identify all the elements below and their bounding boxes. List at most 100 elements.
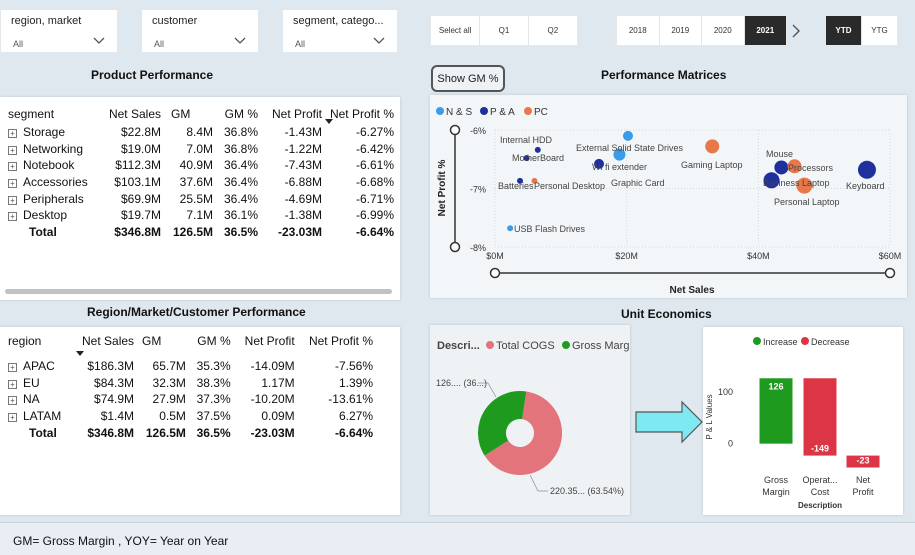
table-row[interactable]: + APAC $186.3M 65.7M 35.3% -14.09M -7.56% <box>8 358 373 375</box>
table-cell: 8.4M <box>186 125 213 140</box>
expand-plus-icon[interactable]: + <box>8 179 17 189</box>
year-2020-button[interactable]: 2020 <box>702 16 745 45</box>
scatter-point[interactable] <box>594 158 605 169</box>
column-header-gm[interactable]: GM <box>142 334 162 348</box>
x-range-slider-handle[interactable] <box>489 267 501 279</box>
region-performance-title: Region/Market/Customer Performance <box>87 305 306 319</box>
table-row[interactable]: + Notebook $112.3M 40.9M 36.4% -7.43M -6.61% <box>8 157 394 174</box>
scatter-point[interactable] <box>705 139 720 154</box>
x-axis-label: Net Sales <box>669 285 714 296</box>
column-header-gm-pct[interactable]: GM % <box>197 334 231 348</box>
scatter-point[interactable] <box>857 160 876 179</box>
scatter-point[interactable] <box>507 225 514 232</box>
point-label: Personal Desktop <box>534 181 605 191</box>
scatter-point[interactable] <box>531 177 538 184</box>
scatter-point[interactable] <box>534 146 541 153</box>
row-label: Storage <box>23 125 66 140</box>
column-header-gm[interactable]: GM <box>171 107 191 121</box>
q2-button[interactable]: Q2 <box>547 26 559 35</box>
legend-item[interactable]: Gross Margin <box>562 340 638 352</box>
scatter-point[interactable] <box>613 148 626 161</box>
expand-plus-icon[interactable]: + <box>8 379 17 389</box>
donut-chart: Descri... Total COGS Gross Margin 126.... (… <box>436 340 638 496</box>
legend-label: Total COGS <box>496 340 555 352</box>
column-header-net-profit-pct[interactable]: Net Profit % <box>308 334 373 348</box>
ytg-button[interactable]: YTG <box>871 26 888 35</box>
customer-slicer[interactable]: customer All <box>141 9 259 53</box>
table-row[interactable]: + EU $84.3M 32.3M 38.3% 1.17M 1.39% <box>8 375 373 392</box>
table-row[interactable]: + NA $74.9M 27.9M 37.3% -10.20M -13.61% <box>8 391 373 408</box>
chevron-down-icon[interactable] <box>93 36 105 46</box>
scatter-point[interactable] <box>796 177 813 194</box>
chevron-down-icon[interactable] <box>373 36 385 46</box>
column-header-net-profit-pct[interactable]: Net Profit % <box>329 107 394 121</box>
row-label-cell: + EU <box>8 375 76 392</box>
table-cell: 36.4% <box>223 191 258 206</box>
donut-slice[interactable] <box>478 391 527 456</box>
column-header-net-profit[interactable]: Net Profit <box>271 107 322 121</box>
column-header-segment[interactable]: segment <box>8 107 55 121</box>
row-label: EU <box>23 375 40 390</box>
column-header-net-sales[interactable]: Net Sales <box>108 107 161 121</box>
scatter-point[interactable] <box>523 155 530 162</box>
table-row[interactable]: + Desktop $19.7M 7.1M 36.1% -1.38M -6.99% <box>8 207 394 224</box>
legend-item[interactable]: Total COGS <box>486 340 555 352</box>
table-cell: 36.1% <box>223 208 258 223</box>
column-header-gm-pct[interactable]: GM % <box>224 107 258 121</box>
show-gm-button[interactable]: Show GM % <box>431 65 505 92</box>
legend-item[interactable]: Increase <box>753 337 798 347</box>
legend-item[interactable]: PC <box>524 107 548 118</box>
year-2021-button[interactable]: 2021 <box>744 16 786 45</box>
expand-plus-icon[interactable]: + <box>8 145 17 155</box>
ytd-button[interactable]: YTD <box>826 16 862 45</box>
waterfall-bar[interactable] <box>759 378 793 444</box>
expand-plus-icon[interactable]: + <box>8 363 17 373</box>
donut-slice[interactable] <box>484 391 562 475</box>
table-row[interactable]: + Peripherals $69.9M 25.5M 36.4% -4.69M -6.71% <box>8 190 394 207</box>
scatter-point[interactable] <box>622 130 633 141</box>
table-cell: -6.71% <box>355 191 394 206</box>
region-market-slicer[interactable]: region, market All <box>0 9 118 53</box>
scatter-point[interactable] <box>774 160 789 175</box>
table-cell: 37.5% <box>196 409 231 424</box>
y-range-slider-handle[interactable] <box>449 124 461 136</box>
sort-desc-icon[interactable] <box>325 119 333 124</box>
legend-item[interactable]: P & A <box>480 107 515 118</box>
year-2018-button[interactable]: 2018 <box>617 16 660 45</box>
legend-label: PC <box>534 107 548 118</box>
total-cell: -6.64% <box>355 224 394 239</box>
expand-plus-icon[interactable]: + <box>8 162 17 172</box>
scatter-point[interactable] <box>517 177 524 184</box>
expand-plus-icon[interactable]: + <box>8 413 17 423</box>
waterfall-bar[interactable] <box>846 455 880 468</box>
legend-marker <box>801 337 809 345</box>
expand-plus-icon[interactable]: + <box>8 195 17 205</box>
segment-category-slicer[interactable]: segment, catego... All <box>282 9 398 53</box>
expand-plus-icon[interactable]: + <box>8 212 17 222</box>
expand-plus-icon[interactable]: + <box>8 396 17 406</box>
chevron-down-icon[interactable] <box>234 36 246 46</box>
table-cell: -14.09M <box>250 359 295 374</box>
column-header-net-profit[interactable]: Net Profit <box>244 334 295 348</box>
legend-item[interactable]: Decrease <box>801 337 850 347</box>
table-row[interactable]: + Accessories $103.1M 37.6M 36.4% -6.88M -6.68… <box>8 174 394 191</box>
column-header-net-sales[interactable]: Net Sales <box>82 334 135 348</box>
table-row[interactable]: + Storage $22.8M 8.4M 36.8% -1.43M -6.27% <box>8 124 394 141</box>
sort-desc-icon[interactable] <box>76 351 84 356</box>
table-row[interactable]: + LATAM $1.4M 0.5M 37.5% 0.09M 6.27% <box>8 408 373 425</box>
column-header-region[interactable]: region <box>8 334 42 348</box>
point-label: Processors <box>788 163 834 173</box>
x-range-slider-handle[interactable] <box>884 267 896 279</box>
year-2019-button[interactable]: 2019 <box>660 16 702 45</box>
horizontal-scrollbar[interactable] <box>5 289 392 294</box>
legend-item[interactable]: N & S <box>436 107 472 118</box>
waterfall-bar[interactable] <box>803 378 837 456</box>
select-all-button[interactable]: Select all <box>431 16 481 45</box>
y-range-slider-handle[interactable] <box>449 241 461 253</box>
scatter-point[interactable] <box>763 172 780 189</box>
table-row[interactable]: + Networking $19.0M 7.0M 36.8% -1.22M -6.42% <box>8 141 394 158</box>
scatter-point[interactable] <box>787 159 802 174</box>
chevron-right-icon[interactable] <box>791 23 801 39</box>
q1-button[interactable]: Q1 <box>480 16 529 45</box>
expand-plus-icon[interactable]: + <box>8 129 17 139</box>
